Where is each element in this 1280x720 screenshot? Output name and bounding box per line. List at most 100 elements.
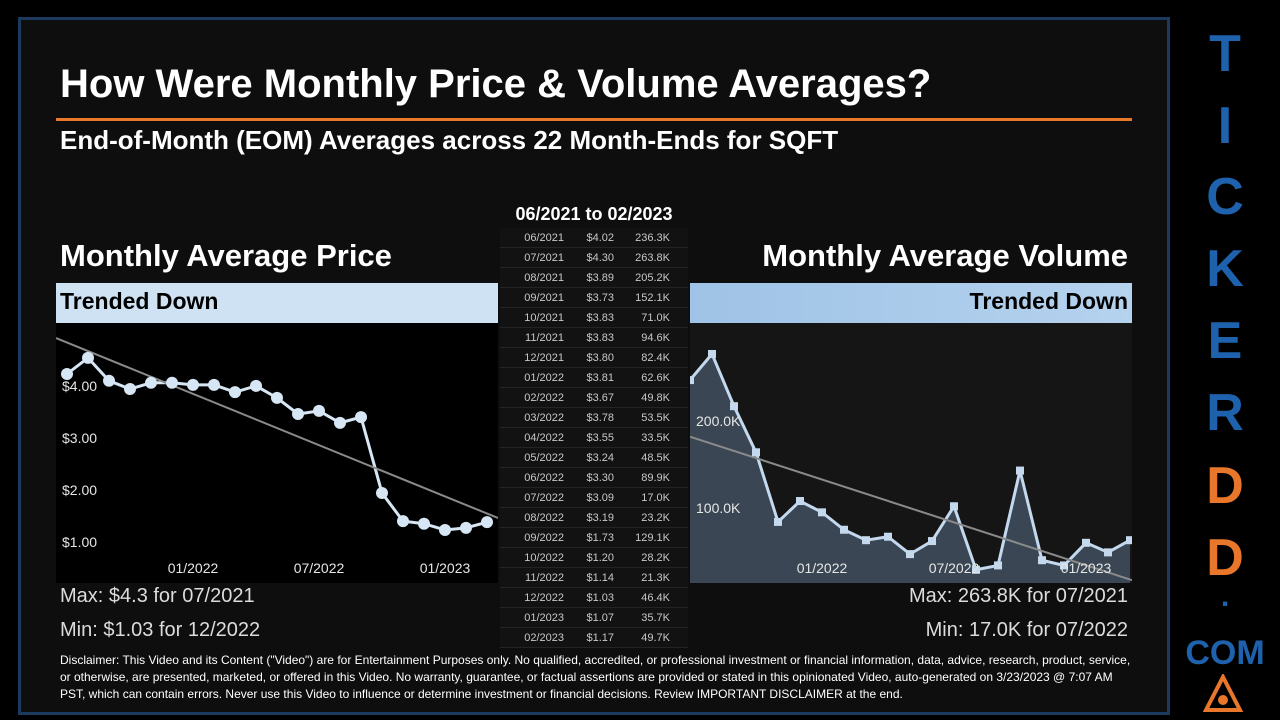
table-cell: 23.2K [641, 512, 670, 524]
brand-letter: D [1206, 529, 1244, 587]
brand-letter: R [1206, 384, 1244, 442]
table-row: 01/2022 $3.81 62.6K [500, 368, 688, 388]
table-cell: 06/2022 [524, 472, 564, 484]
volume-point [708, 349, 716, 358]
table-cell: 12/2021 [524, 352, 564, 364]
max-note: Max: $4.3 for 07/2021 [60, 585, 255, 607]
table-cell: 21.3K [641, 572, 670, 584]
table-row: 09/2021 $3.73 152.1K [500, 288, 688, 308]
trend-line [690, 435, 1132, 582]
table-row: 02/2023 $1.17 49.7K [500, 628, 688, 648]
volume-point [690, 376, 694, 385]
price-point [145, 376, 157, 389]
table-cell: 129.1K [635, 532, 670, 544]
table-cell: 03/2022 [524, 412, 564, 424]
y-tick-label: $2.00 [62, 482, 97, 498]
table-cell: $3.83 [586, 312, 614, 324]
table-row: 06/2021 $4.02 236.3K [500, 228, 688, 248]
table-cell: 94.6K [641, 332, 670, 344]
volume-point [1016, 466, 1024, 475]
price-point [313, 404, 325, 417]
table-cell: 11/2021 [525, 332, 564, 344]
volume-point [1082, 538, 1090, 547]
table-cell: $3.89 [586, 272, 614, 284]
x-tick-label: 01/2023 [1061, 560, 1112, 576]
table-cell: $3.83 [586, 332, 614, 344]
table-cell: 04/2022 [524, 432, 564, 444]
table-cell: 49.7K [641, 632, 670, 644]
x-tick-label: 01/2022 [797, 560, 848, 576]
table-cell: $3.67 [586, 392, 614, 404]
table-row: 11/2021 $3.83 94.6K [500, 328, 688, 348]
max-note: Max: 263.8K for 07/2021 [908, 585, 1128, 607]
table-row: 11/2022 $1.14 21.3K [500, 568, 688, 588]
price-point [103, 374, 115, 387]
volume-point [906, 550, 914, 559]
table-cell: 33.5K [641, 432, 670, 444]
table-cell: 46.4K [641, 592, 670, 604]
table-cell: $3.09 [586, 492, 614, 504]
table-row: 05/2022 $3.24 48.5K [500, 448, 688, 468]
table-cell: $3.81 [586, 372, 614, 384]
price-point [208, 378, 220, 391]
volume-area [690, 353, 1130, 583]
table-row: 07/2022 $3.09 17.0K [500, 488, 688, 508]
table-cell: $1.17 [586, 632, 614, 644]
table-cell: 02/2023 [524, 632, 564, 644]
volume-point [994, 561, 1002, 570]
table-cell: $3.73 [586, 292, 614, 304]
table-cell: $4.02 [586, 232, 614, 244]
volume-chart: 100.0K 200.0K 01/2022 07/2022 01/2023 [690, 323, 1132, 583]
table-cell: 49.8K [641, 392, 670, 404]
price-point [124, 383, 136, 396]
table-cell: $1.73 [586, 532, 614, 544]
table-cell: $3.24 [586, 452, 614, 464]
panel-title: Monthly Average Volume [762, 238, 1128, 273]
price-point [418, 517, 430, 530]
trend-band: Trended Down [56, 283, 498, 323]
price-point [334, 416, 346, 429]
subtitle: End-of-Month (EOM) Averages across 22 Mo… [60, 125, 839, 155]
volume-point [840, 525, 848, 534]
price-point [376, 487, 388, 500]
volume-point [1060, 561, 1068, 570]
table-cell: 06/2021 [524, 232, 564, 244]
volume-point [928, 537, 936, 546]
price-point [292, 408, 304, 420]
table-cell: $3.78 [586, 412, 614, 424]
table-row: 12/2021 $3.80 82.4K [500, 348, 688, 368]
price-chart: $1.00 $2.00 $3.00 $4.00 01/2022 07/2022 01/202… [56, 323, 498, 583]
y-tick-label: $4.00 [62, 378, 97, 394]
price-point [250, 379, 262, 392]
table-cell: $1.07 [586, 612, 614, 624]
price-point [166, 376, 178, 389]
table-cell: 236.3K [635, 232, 670, 244]
table-cell: 89.9K [641, 472, 670, 484]
table-row: 06/2022 $3.30 89.9K [500, 468, 688, 488]
brand-letter: . [1220, 580, 1230, 613]
data-table: 06/2021 $4.02 236.3K 07/2021 $4.30 263.8K 08/2… [500, 228, 688, 648]
brand-letter: C [1206, 168, 1244, 226]
disclaimer: Disclaimer: This Video and its Content (… [60, 653, 1131, 701]
table-cell: 09/2021 [524, 292, 564, 304]
brand-letter: T [1209, 25, 1241, 83]
price-point [460, 521, 472, 534]
table-cell: $1.14 [586, 572, 614, 584]
y-tick-label: 100.0K [696, 500, 741, 516]
price-point [271, 391, 283, 404]
table-row: 01/2023 $1.07 35.7K [500, 608, 688, 628]
table-cell: 08/2022 [524, 512, 564, 524]
table-cell: 11/2022 [525, 572, 564, 584]
brand-letter: COM [1185, 634, 1265, 672]
volume-point [1038, 556, 1046, 565]
table-cell: 82.4K [641, 352, 670, 364]
table-cell: $4.30 [586, 252, 614, 264]
table-cell: 07/2021 [524, 252, 564, 264]
x-tick-label: 01/2023 [420, 560, 471, 576]
table-row: 12/2022 $1.03 46.4K [500, 588, 688, 608]
table-row: 07/2021 $4.30 263.8K [500, 248, 688, 268]
volume-point [796, 497, 804, 506]
table-cell: 53.5K [641, 412, 670, 424]
y-tick-label: 200.0K [696, 413, 741, 429]
volume-point [862, 536, 870, 545]
